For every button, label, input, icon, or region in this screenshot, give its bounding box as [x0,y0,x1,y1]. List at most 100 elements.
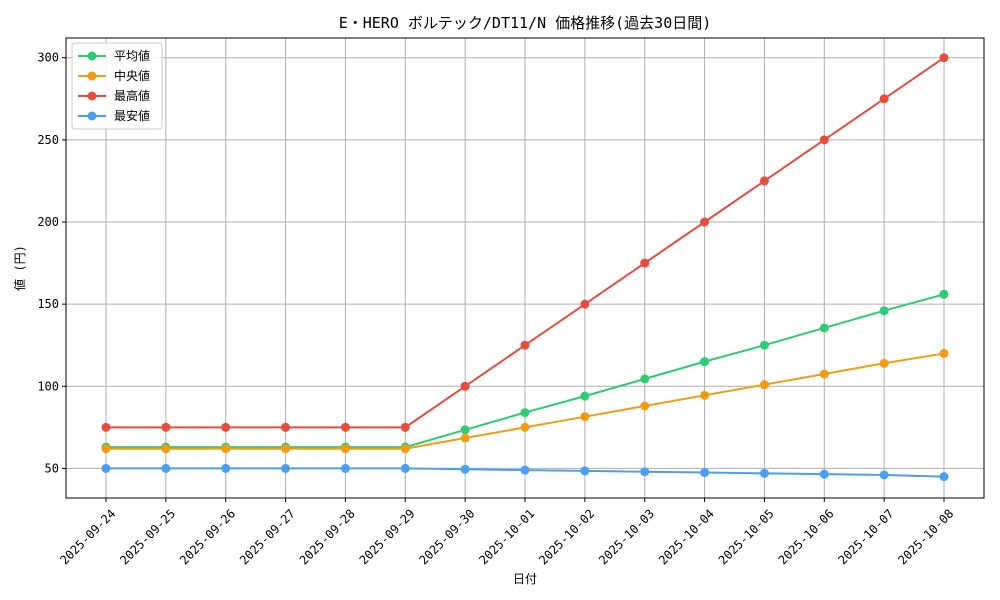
y-tick-label: 250 [37,133,59,147]
legend-item: 最安値 [78,108,150,123]
data-point [580,412,590,422]
data-point [520,340,530,350]
legend-label: 最安値 [114,108,150,123]
x-tick-label: 2025-09-30 [416,506,477,567]
data-point [520,422,530,432]
data-point [281,463,291,473]
data-point [879,470,889,480]
x-tick-label: 2025-10-06 [776,506,837,567]
legend-box [71,42,163,130]
data-point [101,463,111,473]
data-point [340,463,350,473]
x-tick-label: 2025-10-05 [716,506,777,567]
data-point [221,444,231,454]
data-point [400,463,410,473]
data-point [221,422,231,432]
y-axis-label: 値 (円) [12,245,27,291]
y-tick-label: 100 [37,379,59,393]
data-point [819,135,829,145]
data-point [819,323,829,333]
data-point [161,463,171,473]
data-point [819,369,829,379]
data-point [400,444,410,454]
y-tick-label: 300 [37,51,59,65]
data-point [281,444,291,454]
data-point [580,299,590,309]
grid-layer [66,38,984,498]
data-point [700,357,710,367]
legend-label: 中央値 [114,68,150,83]
data-point [460,381,470,391]
x-tick-label: 2025-09-25 [117,506,178,567]
y-tick-label: 50 [45,461,59,475]
x-axis-label: 日付 [513,572,537,586]
data-point [759,468,769,478]
series-layer [101,53,949,482]
data-point [340,422,350,432]
series-1 [101,348,949,454]
legend-label: 最高値 [114,88,150,103]
data-point [640,258,650,268]
data-point [101,422,111,432]
data-point [161,444,171,454]
data-point [700,390,710,400]
y-tick-label: 200 [37,215,59,229]
data-point [520,408,530,418]
x-tick-label: 2025-09-27 [237,506,298,567]
legend-marker [87,71,97,81]
data-point [759,176,769,186]
x-tick-label: 2025-09-28 [297,506,358,567]
data-point [340,444,350,454]
legend-label: 平均値 [114,48,150,63]
series-2 [101,53,949,432]
data-point [520,465,530,475]
legend-item: 最高値 [78,88,150,103]
x-tick-label: 2025-09-29 [357,506,418,567]
legend-marker [87,51,97,61]
x-tick-label: 2025-10-08 [895,506,956,567]
x-tick-label: 2025-10-03 [596,506,657,567]
data-point [460,464,470,474]
legend-marker [87,91,97,101]
data-point [939,472,949,482]
data-point [161,422,171,432]
data-point [939,348,949,358]
x-tick-label: 2025-10-02 [536,506,597,567]
data-point [640,467,650,477]
data-point [759,340,769,350]
data-point [580,391,590,401]
x-tick-label: 2025-09-24 [57,506,118,567]
data-point [221,463,231,473]
legend-item: 中央値 [78,68,150,83]
data-point [640,401,650,411]
x-tick-label: 2025-10-04 [656,506,717,567]
data-point [819,469,829,479]
data-point [700,468,710,478]
x-tick-label: 2025-09-26 [177,506,238,567]
chart-title: E・HERO ボルテック/DT11/N 価格推移(過去30日間) [339,14,712,32]
x-axis-ticks: 2025-09-242025-09-252025-09-262025-09-27… [57,498,956,567]
data-point [879,94,889,104]
data-point [101,444,111,454]
data-point [640,374,650,384]
data-point [580,466,590,476]
data-point [281,422,291,432]
series-3 [101,463,949,482]
data-point [939,53,949,63]
x-tick-label: 2025-10-07 [835,506,896,567]
data-point [939,289,949,299]
x-tick-label: 2025-10-01 [476,506,537,567]
data-point [700,217,710,227]
legend-item: 平均値 [78,48,150,63]
data-point [759,380,769,390]
data-point [460,425,470,435]
data-point [879,306,889,316]
y-tick-label: 150 [37,297,59,311]
data-point [879,358,889,368]
legend-marker [87,111,97,121]
y-axis-ticks: 50 100 150 200 250 300 [37,51,66,475]
data-point [400,422,410,432]
data-point [460,433,470,443]
